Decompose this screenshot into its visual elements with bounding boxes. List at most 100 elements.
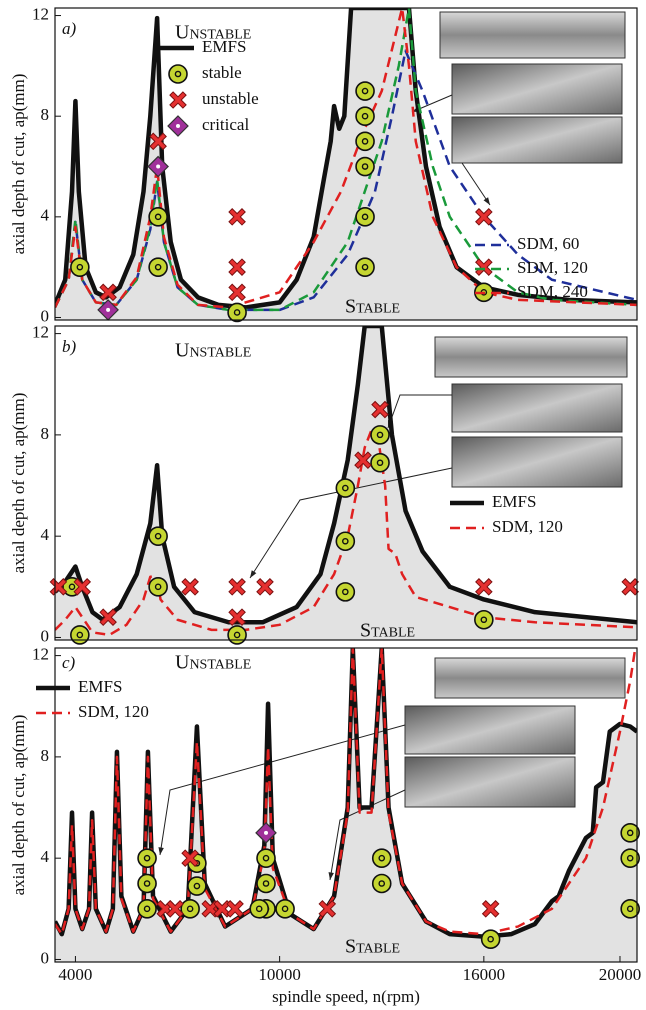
marker-dot <box>262 880 270 887</box>
point <box>371 848 392 868</box>
tool-image <box>439 11 626 59</box>
point <box>70 257 90 277</box>
legend-label: EMFS <box>78 677 122 696</box>
plot-frame <box>54 647 638 963</box>
panel-label: b) <box>62 337 77 356</box>
y-tick-label: 12 <box>32 4 49 23</box>
tool-image <box>434 657 626 699</box>
marker-body <box>181 849 199 867</box>
point <box>148 257 168 277</box>
legend-swatch <box>169 91 187 109</box>
marker-body <box>355 156 375 177</box>
legend-label: EMFS <box>202 37 246 56</box>
marker-dot <box>154 532 162 540</box>
marker-dot <box>361 213 369 221</box>
point <box>620 823 640 843</box>
marker-body <box>371 848 392 868</box>
y-tick-label: 4 <box>41 525 50 544</box>
point <box>620 899 640 919</box>
point <box>226 900 244 918</box>
arrow-head <box>158 847 164 855</box>
legend-label: SDM, 120 <box>492 517 563 536</box>
marker-dot <box>361 87 369 95</box>
marker-dot <box>342 588 349 596</box>
point <box>621 578 640 596</box>
marker-dot <box>154 213 162 221</box>
marker-body <box>226 900 244 918</box>
point <box>474 609 494 630</box>
point <box>620 848 640 868</box>
marker-dot <box>626 905 634 913</box>
point <box>181 849 199 867</box>
x-tick-label: 16000 <box>463 965 506 984</box>
legend-label: stable <box>202 63 242 82</box>
y-axis-label: axial depth of cut, ap(mm) <box>9 74 28 255</box>
marker-dot <box>626 854 634 862</box>
marker-body <box>99 283 117 302</box>
marker-body <box>228 283 246 302</box>
point <box>147 155 169 178</box>
point <box>227 625 247 645</box>
stable-label: Stable <box>345 296 400 318</box>
marker-body <box>168 64 188 84</box>
legend-label: SDM, 120 <box>78 702 149 721</box>
tool-image <box>434 336 628 378</box>
series-line <box>55 8 637 309</box>
y-tick-label: 0 <box>41 626 50 645</box>
legend-swatch <box>167 115 189 137</box>
point <box>137 873 157 894</box>
marker-dot <box>154 583 162 591</box>
marker-body <box>620 823 640 843</box>
marker-body <box>70 257 90 277</box>
point <box>355 106 375 126</box>
marker-body <box>370 425 390 445</box>
y-tick-label: 12 <box>32 645 49 664</box>
marker-body <box>480 929 501 950</box>
surface-photo <box>451 383 623 433</box>
marker-body <box>228 578 246 596</box>
marker-dot <box>264 830 269 835</box>
point <box>249 899 270 919</box>
marker-body <box>355 131 375 152</box>
marker-body <box>355 81 375 101</box>
arrow <box>461 162 491 206</box>
arrow <box>387 394 452 429</box>
marker-body <box>481 900 500 918</box>
point <box>355 156 375 177</box>
marker-dot <box>106 307 111 312</box>
point <box>148 207 168 227</box>
point <box>137 848 157 868</box>
marker-dot <box>361 112 369 120</box>
point <box>475 208 493 226</box>
x-tick-label: 10000 <box>258 965 301 984</box>
marker-body <box>148 207 168 227</box>
point <box>355 257 375 277</box>
arrow-head <box>483 197 490 205</box>
arrow-head <box>250 570 257 578</box>
arrow <box>159 724 406 856</box>
point <box>228 578 246 596</box>
marker-body <box>99 608 117 627</box>
marker-dot <box>376 459 384 467</box>
marker-body <box>256 578 274 596</box>
marker-dot <box>255 905 263 913</box>
marker-body <box>227 625 247 645</box>
marker-body <box>475 578 493 596</box>
y-tick-label: 4 <box>41 847 50 866</box>
marker-body <box>335 478 356 498</box>
point <box>256 578 274 596</box>
point <box>475 258 493 276</box>
point <box>180 899 200 919</box>
legend-label: EMFS <box>492 492 536 511</box>
marker-body <box>355 106 375 126</box>
marker-body <box>355 257 375 277</box>
marker-body <box>474 609 494 630</box>
marker-body <box>228 208 246 226</box>
y-tick-label: 4 <box>41 206 50 225</box>
marker-dot <box>361 263 369 271</box>
arrow-head <box>328 872 334 880</box>
legend-label: critical <box>202 115 249 134</box>
point <box>148 526 168 546</box>
legend-label: SDM, 60 <box>517 234 579 253</box>
marker-body <box>227 302 247 323</box>
